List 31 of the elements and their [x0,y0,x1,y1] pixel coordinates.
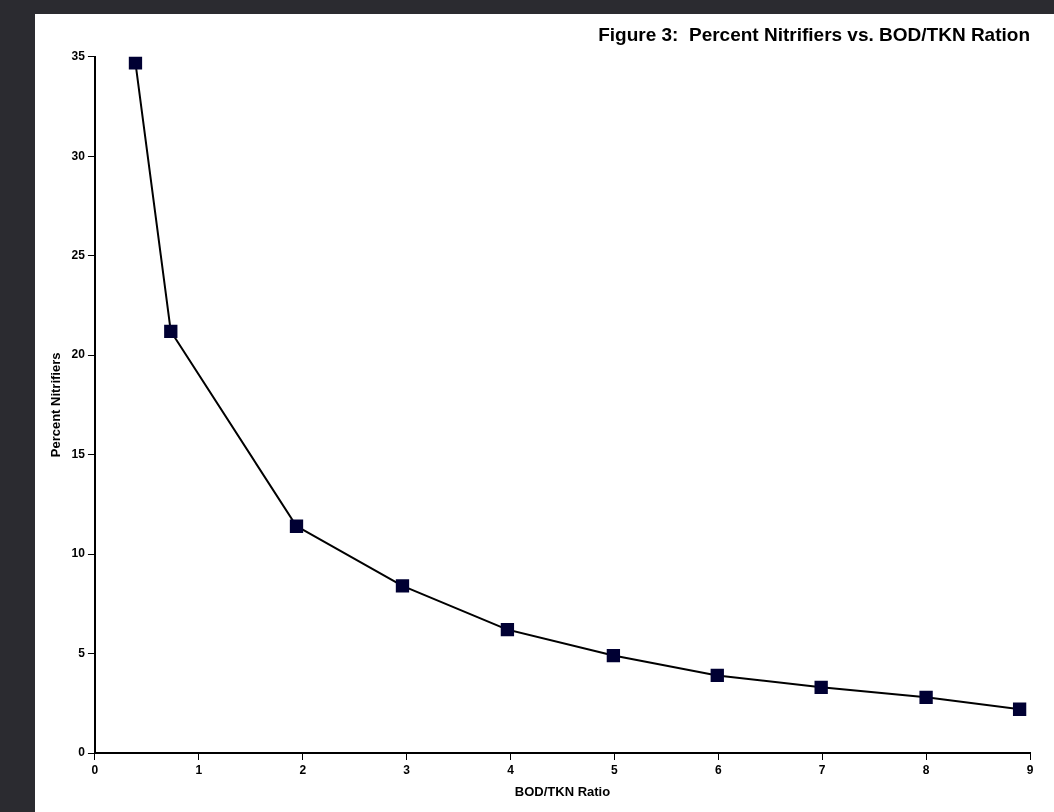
x-axis-title: BOD/TKN Ratio [514,783,611,799]
x-tick-label: 6 [714,762,722,777]
point [710,668,724,683]
y-tick-label: 10 [71,546,86,561]
point [395,579,410,593]
y-tick-label: 35 [71,49,86,64]
x-tick-label: 4 [507,762,515,777]
y-tick-label: 20 [71,347,86,362]
x-tick-label: 0 [91,762,99,777]
point [814,680,828,695]
y-tick-label: 0 [78,745,86,760]
x-tick-label: 1 [195,762,203,777]
y-tick-label: 15 [71,446,86,461]
y-tick-label: 25 [71,248,86,263]
point [919,690,933,704]
x-tick-label: 5 [611,762,619,777]
point [164,324,178,338]
point [500,623,515,637]
chart-title: Figure 3: Percent Nitrifiers vs. BOD/TKN Ration [598,23,1030,45]
x-tick-label: 3 [403,762,411,777]
point [128,56,143,70]
point [1012,702,1027,716]
x-tick-label: 2 [299,762,307,777]
x-tick-label: 8 [922,762,930,777]
y-axis-title: Percent Nitrifiers [48,352,64,458]
x-tick-label: 7 [818,762,826,777]
y-tick-label: 5 [78,645,86,660]
x-tick-label: 9 [1026,762,1034,777]
y-tick-label: 30 [71,148,86,163]
point [289,519,304,533]
point [606,648,621,663]
